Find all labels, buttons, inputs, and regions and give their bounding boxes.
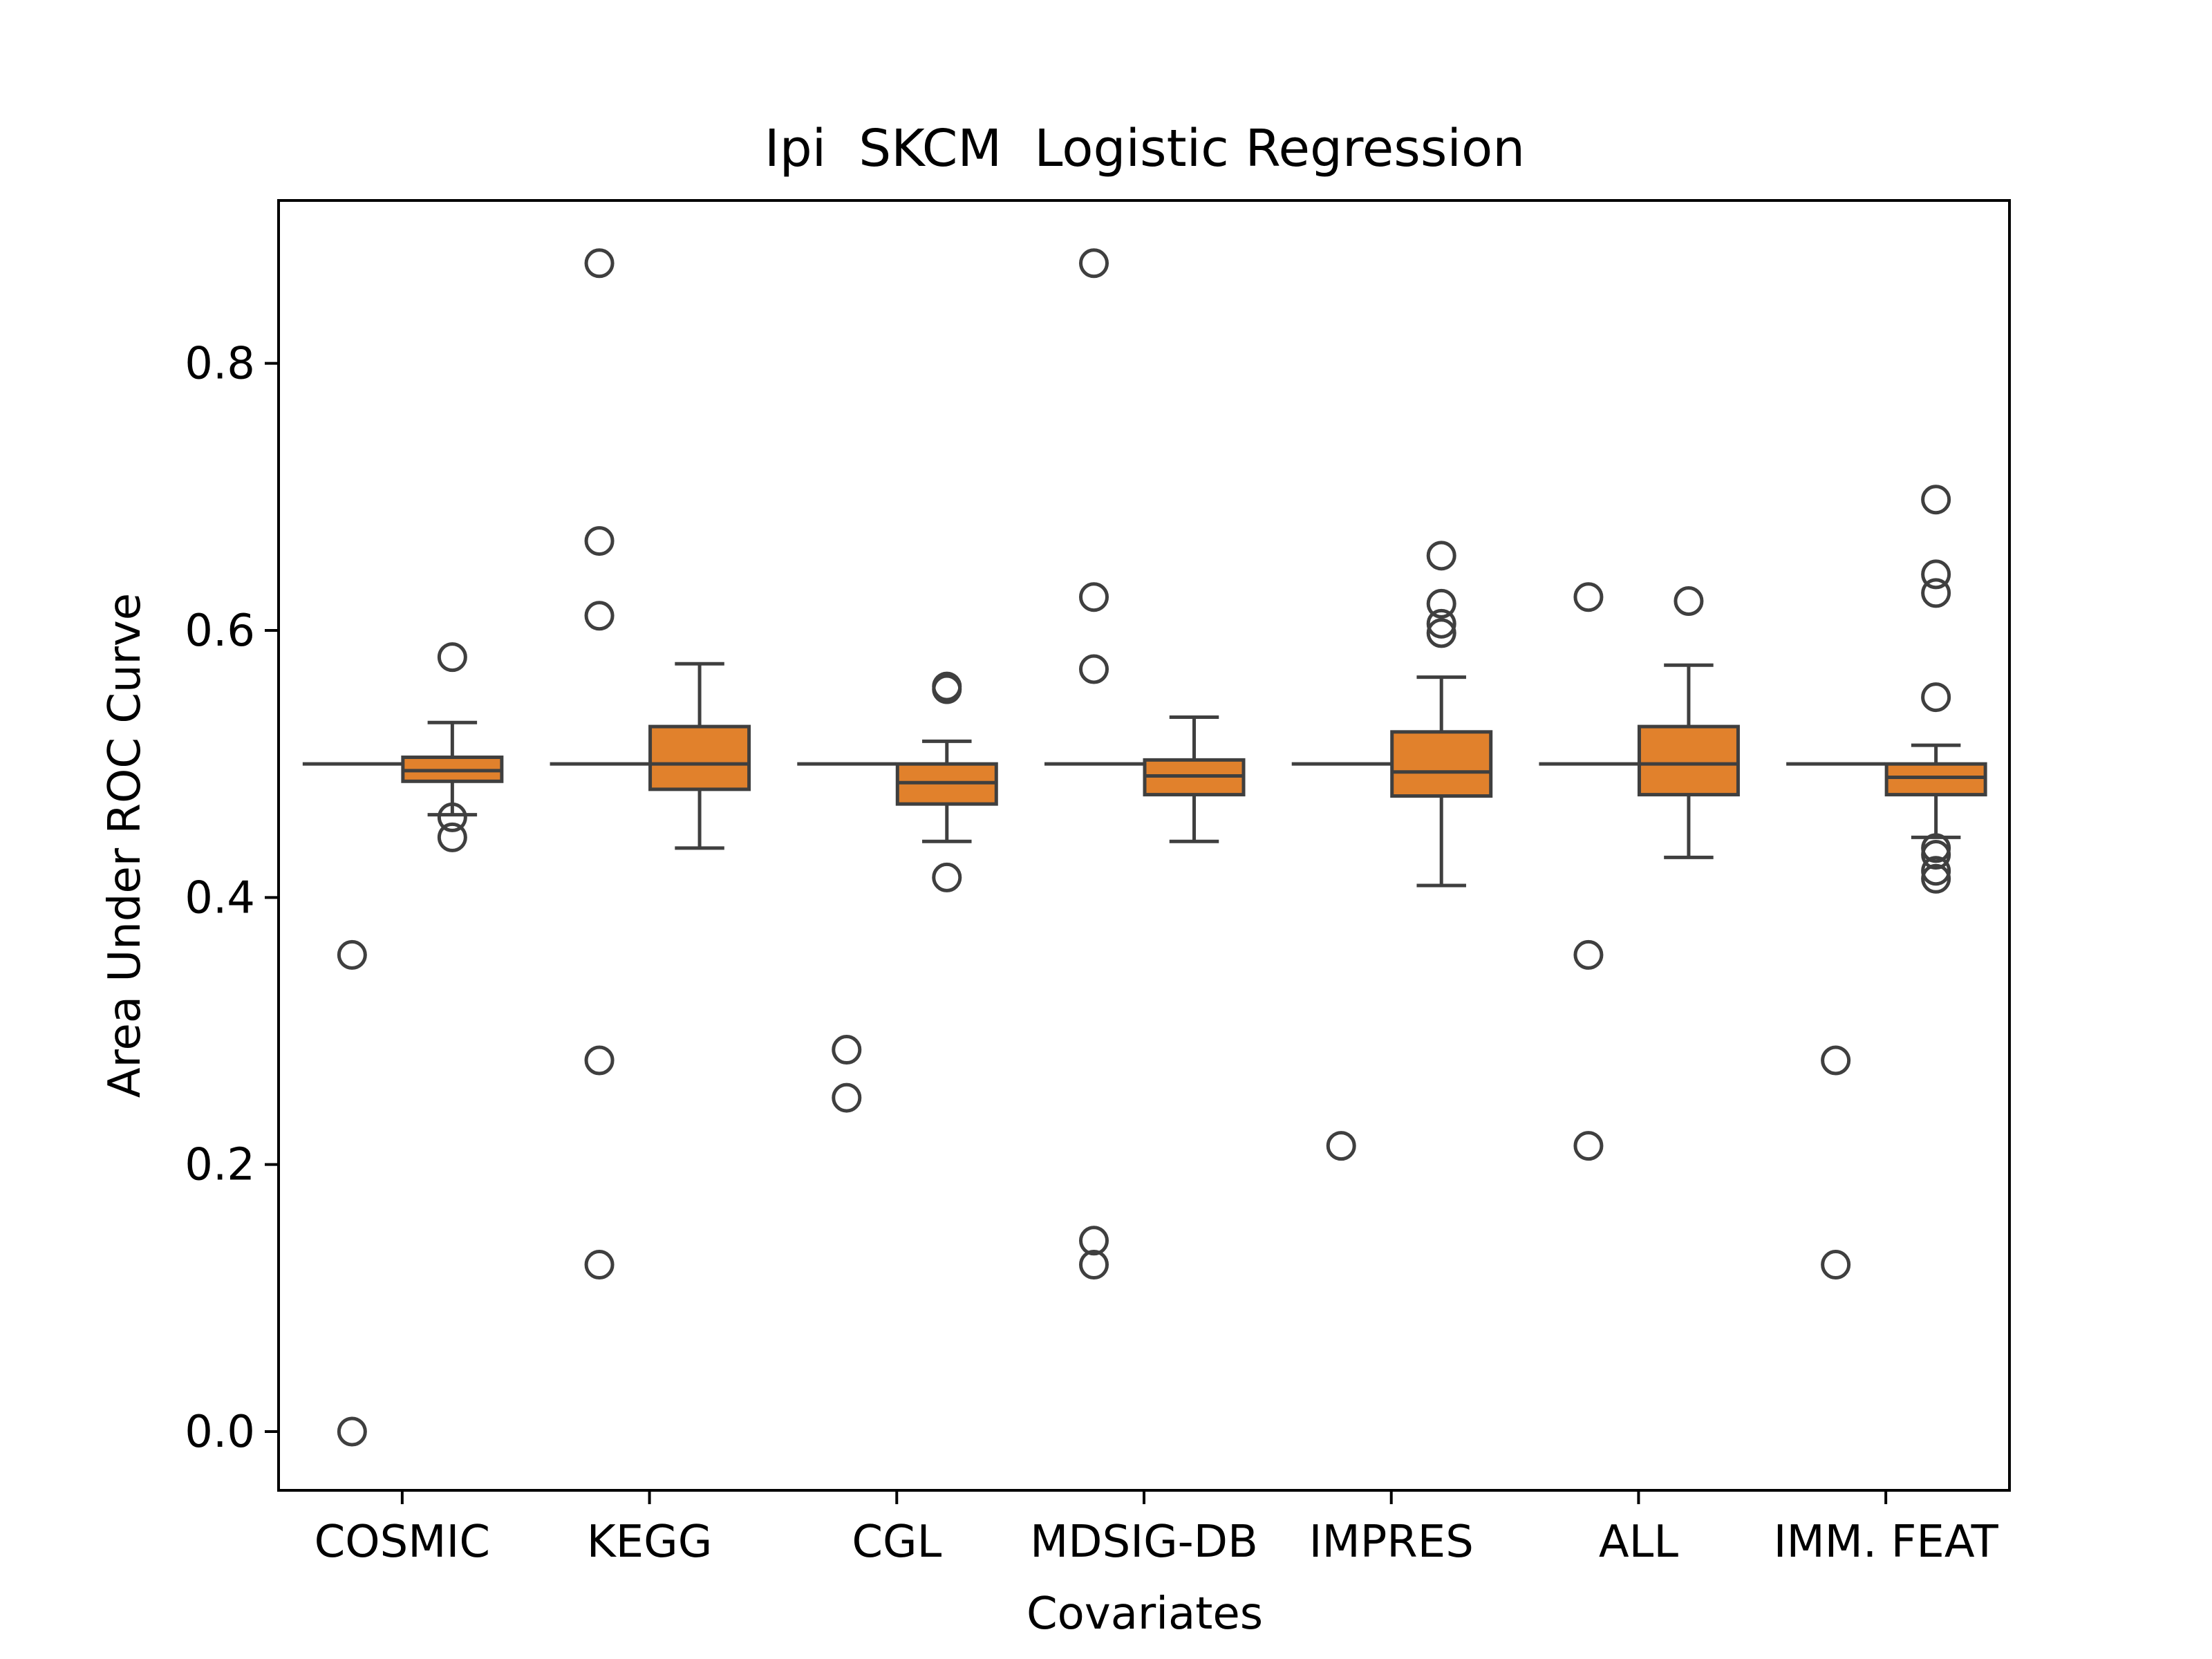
y-tick-label: 0.8 xyxy=(185,339,255,390)
model-box xyxy=(648,662,751,850)
outlier-point xyxy=(1921,856,1951,886)
x-tick-label: CGL xyxy=(852,1517,941,1568)
outlier-point xyxy=(584,526,615,556)
outlier-point xyxy=(1573,1131,1604,1161)
outlier-point xyxy=(1821,1250,1851,1280)
y-tick-label: 0.2 xyxy=(185,1140,255,1191)
outlier-point xyxy=(1426,618,1456,648)
iqr-box xyxy=(1884,762,1987,797)
outlier-point xyxy=(584,1250,615,1280)
iqr-box xyxy=(1390,730,1493,798)
chart-title: Ipi SKCM Logistic Regression xyxy=(765,119,1525,178)
baseline-box xyxy=(302,762,402,1447)
outlier-point xyxy=(437,642,467,673)
y-tick-label: 0.6 xyxy=(185,606,255,657)
model-box xyxy=(1637,586,1740,859)
outlier-point xyxy=(437,802,467,832)
x-tick-label: IMPRES xyxy=(1309,1517,1474,1568)
outlier-point xyxy=(437,822,467,852)
outlier-point xyxy=(932,674,962,704)
outlier-point xyxy=(1921,578,1951,608)
baseline-box xyxy=(797,762,897,1113)
outlier-point xyxy=(1426,541,1456,571)
outlier-point xyxy=(584,601,615,631)
plot-area xyxy=(302,248,1987,1447)
outlier-point xyxy=(932,862,962,892)
model-box xyxy=(895,671,998,892)
outlier-point xyxy=(1426,588,1456,619)
model-box xyxy=(1884,485,1987,894)
y-axis-label: Area Under ROC Curve xyxy=(100,593,151,1098)
baseline-box xyxy=(1044,248,1143,1280)
outlier-point xyxy=(1921,840,1951,870)
outlier-point xyxy=(1921,485,1951,515)
y-tick-label: 0.4 xyxy=(185,872,255,924)
outlier-point xyxy=(832,1035,862,1065)
outlier-point xyxy=(1079,654,1109,684)
outlier-point xyxy=(1079,582,1109,612)
x-tick-label: COSMIC xyxy=(315,1517,490,1568)
outlier-point xyxy=(1573,939,1604,970)
x-axis-label: Covariates xyxy=(1027,1588,1263,1640)
outlier-point xyxy=(1674,586,1704,617)
x-tick-label: MDSIG-DB xyxy=(1030,1517,1258,1568)
outlier-point xyxy=(1079,1226,1109,1256)
outlier-point xyxy=(584,248,615,279)
outlier-point xyxy=(1079,248,1109,279)
x-tick-label: KEGG xyxy=(587,1517,713,1568)
y-axis: 0.0 0.2 0.4 0.6 0.8 xyxy=(185,339,279,1458)
outlier-point xyxy=(1079,1250,1109,1280)
outlier-point xyxy=(1326,1131,1356,1161)
outlier-point xyxy=(1573,582,1604,612)
outlier-point xyxy=(1921,863,1951,894)
model-box xyxy=(1390,541,1493,888)
outlier-point xyxy=(337,1416,367,1447)
baseline-box xyxy=(1291,762,1391,1161)
outlier-point xyxy=(832,1082,862,1113)
x-tick-label: IMM. FEAT xyxy=(1774,1517,1999,1568)
outlier-point xyxy=(1426,608,1456,639)
outlier-point xyxy=(1921,559,1951,590)
baseline-box xyxy=(550,248,649,1280)
baseline-box xyxy=(1539,582,1638,1161)
iqr-box xyxy=(648,724,751,791)
baseline-box xyxy=(1786,762,1886,1280)
outlier-point xyxy=(337,939,367,970)
outlier-point xyxy=(584,1045,615,1076)
iqr-box xyxy=(1637,724,1740,797)
x-axis: COSMIC KEGG CGL MDSIG-DB IMPRES ALL IMM. FEAT xyxy=(315,1490,1999,1568)
outlier-point xyxy=(1821,1045,1851,1076)
outlier-point xyxy=(1921,682,1951,713)
model-box xyxy=(401,642,504,852)
model-box xyxy=(1143,715,1246,843)
x-tick-label: ALL xyxy=(1599,1517,1678,1568)
y-tick-label: 0.0 xyxy=(185,1407,255,1458)
